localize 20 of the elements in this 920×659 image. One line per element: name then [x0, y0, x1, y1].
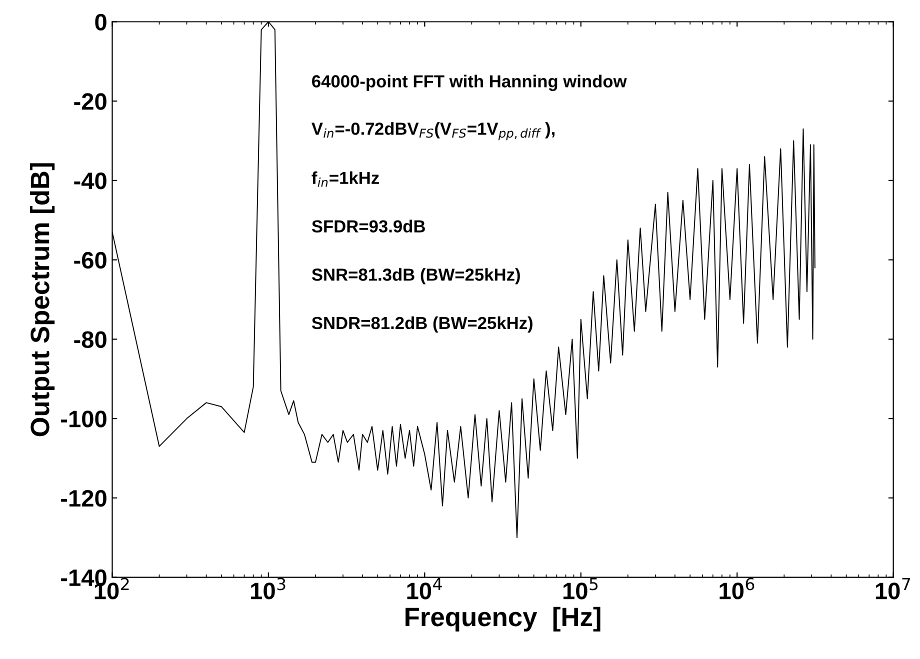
y-tick-label: 0 [95, 14, 106, 31]
x-tick-label: 10$^{4}$ [407, 578, 442, 600]
y-axis-title: Output Spectrum [dB] [30, 163, 55, 436]
x-tick-label: 10$^{6}$ [720, 578, 754, 600]
y-tick-label: -40 [74, 172, 106, 190]
text: V$_{in}$=-0.72dBV$_{FS}$(V$_{FS}$=1V$_{pp,diff}$ ), [312, 122, 554, 140]
annotation: 64000-point FFT with Hanning window [312, 74, 627, 91]
x-tick-label: 10$^{3}$ [251, 578, 286, 600]
y-tick-label: -100 [61, 410, 106, 428]
x-tick-label: 10$^{7}$ [876, 578, 910, 600]
annotation: SNR=81.3dB (BW=25kHz) [312, 268, 520, 284]
y-tick-label: -20 [74, 93, 106, 110]
y-tick-label: -120 [61, 490, 106, 507]
y-tick-label: -80 [74, 331, 106, 348]
annotation: SFDR=93.9dB [312, 220, 425, 233]
x-tick-label: 10$^{5}$ [563, 578, 598, 600]
x-axis-title: Frequency [Hz] [406, 606, 600, 632]
annotation: f$_{in}$=1kHz [312, 171, 379, 187]
y-tick-label: -60 [74, 252, 106, 269]
annotation: SNDR=81.2dB (BW=25kHz) [312, 316, 532, 333]
